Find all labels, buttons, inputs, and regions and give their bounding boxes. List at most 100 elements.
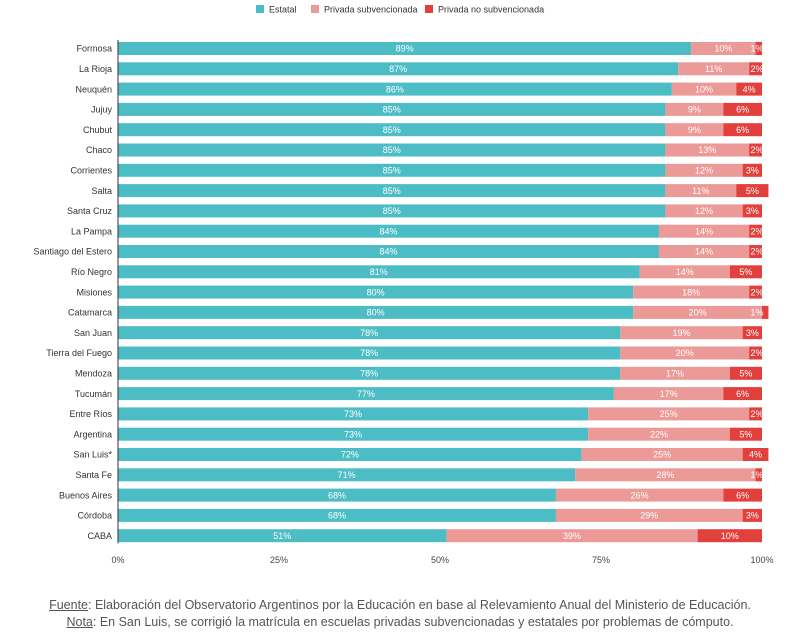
bar-segment [665,143,750,157]
category-label: Misiones [76,287,112,297]
legend-label-2: Privada subvencionada [324,5,418,15]
bar-segment [723,123,762,137]
data-label: 2% [750,409,763,419]
bar-segment [736,184,769,198]
bar-segment [749,62,762,76]
category-label: Mendoza [75,369,112,379]
category-label: Formosa [76,44,112,54]
data-label: 4% [743,84,756,94]
data-label: 1% [750,470,763,480]
bar-segment [118,366,621,380]
bar-segment [118,123,666,137]
note-text: : En San Luis, se corrigió la matrícula … [92,615,734,629]
data-label: 84% [379,226,397,236]
data-label: 68% [328,511,346,521]
bar-segment [446,529,698,543]
data-label: 68% [328,490,346,500]
data-label: 80% [367,308,385,318]
bar-segment [755,468,762,482]
data-label: 3% [746,328,759,338]
category-label: Entre Ríos [69,409,112,419]
data-label: 2% [750,145,763,155]
legend-label-3: Privada no subvencionada [438,5,544,15]
data-label: 12% [695,206,713,216]
bar-segment [736,82,762,96]
bar-segment [639,265,730,279]
bar-segment [742,448,769,461]
bar-segment [749,245,762,258]
data-label: 9% [688,105,701,115]
bar-segment [742,163,762,177]
category-label: San Juan [74,328,112,338]
bar-segment [118,468,576,482]
data-label: 71% [338,470,356,480]
data-label: 20% [689,308,707,318]
bar-segment [620,366,730,380]
category-label: San Luis* [73,450,112,460]
bar-segment [118,508,556,522]
source-note: Fuente: Elaboración del Observatorio Arg… [0,598,800,612]
category-label: CABA [87,531,112,541]
bar-segment [118,346,621,360]
legend-swatch-2 [311,5,319,13]
data-label: 22% [650,429,668,439]
stacked-bar-chart: Estatal Privada subvencionada Privada no s… [33,5,773,566]
data-label: 80% [367,287,385,297]
category-label: Corrientes [70,166,112,176]
category-label: Chubut [83,125,113,135]
category-label: Buenos Aires [59,490,113,500]
data-label: 85% [383,145,401,155]
data-label: 5% [746,186,759,196]
data-label: 72% [341,450,359,460]
data-label: 19% [672,328,690,338]
bar-segment [118,305,634,319]
bar-segment [118,184,666,198]
bar-segment [555,508,743,522]
data-label: 84% [379,247,397,257]
bar-segment [118,143,666,157]
bar-segment [118,265,640,279]
bar-segment [729,427,762,441]
bar-segment [729,265,762,279]
category-label: Río Negro [71,267,112,277]
bar-segment [118,448,582,461]
data-label: 77% [357,389,375,399]
category-label: La Rioja [79,64,112,74]
data-label: 81% [370,267,388,277]
bar-segment [588,407,750,421]
data-label: 2% [750,64,763,74]
bar-segment [658,224,750,238]
category-label: Santa Cruz [67,206,113,216]
bar-segment [723,387,762,401]
bar-segment [620,346,750,360]
bar-segment [118,204,666,218]
data-label: 89% [396,44,414,54]
data-label: 85% [383,105,401,115]
data-label: 85% [383,186,401,196]
x-tick-label: 75% [592,555,610,565]
category-label: Jujuy [91,105,113,115]
data-label: 4% [749,450,762,460]
data-label: 6% [736,389,749,399]
data-label: 6% [736,490,749,500]
data-label: 9% [688,125,701,135]
category-label: Chaco [86,145,112,155]
data-label: 17% [666,369,684,379]
bar-segment [691,42,756,55]
bar-segment [118,326,621,340]
data-label: 87% [389,64,407,74]
data-label: 14% [676,267,694,277]
data-label: 78% [360,348,378,358]
data-label: 3% [746,511,759,521]
bar-segment [620,326,743,340]
bar-segment [723,102,762,116]
data-label: 85% [383,125,401,135]
category-label: Neuquén [75,84,112,94]
data-label: 39% [563,531,581,541]
category-label: Argentina [73,429,112,439]
bar-segment [665,204,743,218]
bar-segment [729,366,762,380]
bar-segment [749,285,762,299]
x-tick-label: 100% [750,555,773,565]
bar-segment [581,448,743,461]
